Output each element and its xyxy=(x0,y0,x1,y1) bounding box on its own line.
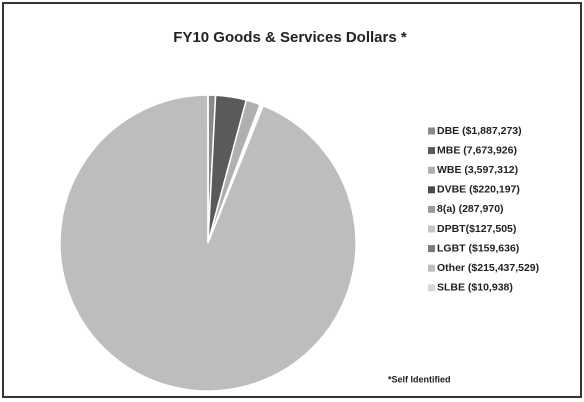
legend-swatch xyxy=(428,245,435,253)
annotation: *Self Identified xyxy=(388,374,451,384)
legend-label: MBE (7,673,926) xyxy=(437,144,517,156)
legend-label: 8(a) (287,970) xyxy=(437,203,504,215)
legend-swatch xyxy=(428,147,435,155)
legend-label: DPBT($127,505) xyxy=(437,223,516,235)
legend-label: DBE ($1,887,273) xyxy=(437,125,522,137)
chart-title: FY10 Goods & Services Dollars * xyxy=(173,29,407,46)
legend-swatch xyxy=(428,127,435,135)
legend-swatch xyxy=(428,225,435,233)
legend-label: WBE (3,597,312) xyxy=(437,164,518,176)
legend-label: DVBE ($220,197) xyxy=(437,184,520,196)
legend-swatch xyxy=(428,186,435,194)
legend-swatch xyxy=(428,264,435,272)
legend-label: LGBT ($159,636) xyxy=(437,242,519,254)
legend-swatch xyxy=(428,166,435,174)
legend-swatch xyxy=(428,284,435,292)
legend-swatch xyxy=(428,205,435,213)
legend-label: Other ($215,437,529) xyxy=(437,262,539,274)
legend-label: SLBE ($10,938) xyxy=(437,282,513,294)
